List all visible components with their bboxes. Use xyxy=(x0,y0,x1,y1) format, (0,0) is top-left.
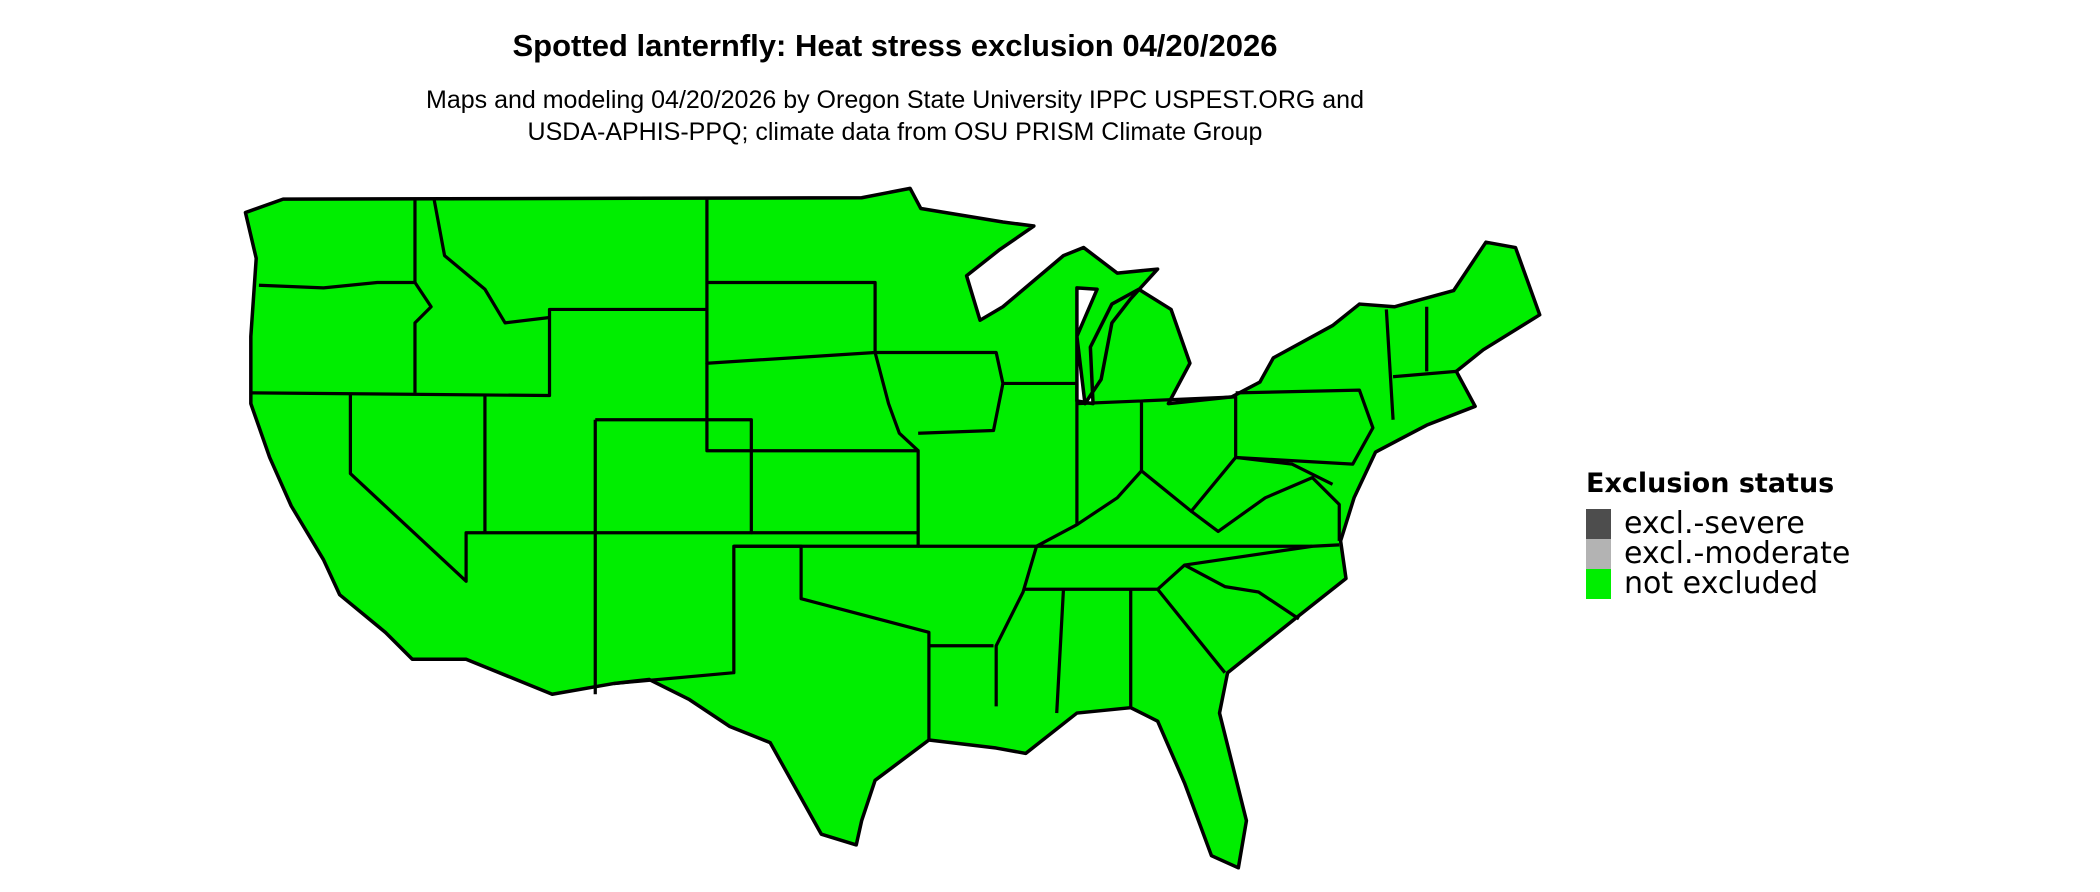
border-line xyxy=(250,197,709,398)
subtitle-line-1: Maps and modeling 04/20/2026 by Oregon S… xyxy=(426,86,1364,114)
legend-item-not-excluded: not excluded xyxy=(1586,569,1850,599)
us-outline xyxy=(243,186,1542,870)
border-line xyxy=(1190,455,1341,541)
border-line xyxy=(1002,381,1340,548)
legend-swatch xyxy=(1586,509,1611,539)
border-line xyxy=(348,363,753,583)
border-line xyxy=(483,395,920,695)
legend-label: not excluded xyxy=(1624,566,1819,601)
legend: Exclusion status excl.-severe excl.-mode… xyxy=(1586,468,1850,599)
legend-swatch xyxy=(1586,539,1611,569)
state-borders xyxy=(250,197,1457,740)
legend-title: Exclusion status xyxy=(1586,468,1835,499)
border-line xyxy=(1235,306,1457,466)
legend-label: excl.-moderate xyxy=(1624,536,1851,571)
legend-item-excl-severe: excl.-severe xyxy=(1586,509,1850,539)
map-title: Spotted lanternfly: Heat stress exclusio… xyxy=(512,28,1278,63)
border-line xyxy=(918,544,1039,707)
legend-swatch xyxy=(1586,569,1611,599)
border-line xyxy=(432,197,550,325)
border-line xyxy=(1023,544,1313,714)
border-line xyxy=(733,531,931,740)
subtitle-line-2: USDA-APHIS-PPQ; climate data from OSU PR… xyxy=(527,118,1263,146)
legend-item-excl-moderate: excl.-moderate xyxy=(1586,539,1850,569)
legend-label: excl.-severe xyxy=(1624,506,1805,541)
